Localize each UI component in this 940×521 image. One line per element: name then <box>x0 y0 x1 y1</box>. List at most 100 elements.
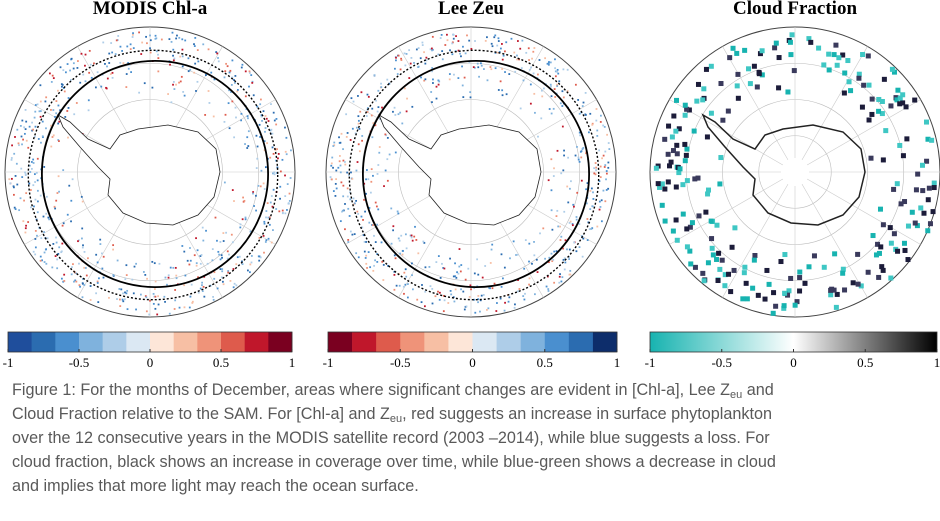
colorbar-tick-label: 0 <box>790 355 797 370</box>
speckle <box>330 162 333 165</box>
speckle <box>519 47 522 50</box>
speckle <box>343 161 346 163</box>
speckle <box>173 57 176 60</box>
speckle <box>357 213 360 215</box>
speckle <box>567 156 570 159</box>
speckle <box>173 308 176 310</box>
speckle <box>551 260 554 263</box>
speckle <box>50 145 53 148</box>
speckle <box>424 290 427 293</box>
speckle <box>673 217 679 223</box>
speckle <box>718 81 724 87</box>
speckle <box>531 262 533 265</box>
speckle <box>676 126 682 132</box>
speckle <box>415 239 418 241</box>
speckle <box>694 98 700 104</box>
speckle <box>913 187 919 193</box>
speckle <box>562 258 565 261</box>
speckle <box>54 115 56 118</box>
speckle <box>231 76 234 79</box>
speckle <box>145 35 147 38</box>
speckle <box>604 150 607 153</box>
speckle <box>272 229 274 232</box>
speckle <box>335 169 338 172</box>
speckle <box>172 59 175 62</box>
speckle <box>589 208 592 211</box>
speckle <box>584 113 587 116</box>
speckle <box>392 229 395 232</box>
speckle <box>546 62 549 65</box>
speckle <box>256 145 259 148</box>
speckle <box>56 258 59 261</box>
speckle <box>167 276 170 279</box>
speckle <box>377 208 380 211</box>
speckle <box>141 41 144 44</box>
speckle <box>592 198 595 200</box>
speckle <box>352 197 355 200</box>
speckle <box>23 126 26 129</box>
speckle <box>468 61 471 64</box>
speckle <box>62 280 65 283</box>
speckle <box>695 81 701 87</box>
speckle <box>742 264 748 270</box>
speckle <box>66 213 69 216</box>
speckle <box>719 257 725 263</box>
speckle <box>520 67 523 69</box>
speckle <box>180 75 183 78</box>
colorbar-cell <box>173 332 198 352</box>
speckle <box>99 238 102 241</box>
speckle <box>284 174 286 177</box>
speckle <box>131 36 134 38</box>
speckle <box>9 182 12 185</box>
speckle <box>357 115 360 118</box>
speckle <box>591 205 594 208</box>
caption-line: over the 12 consecutive years in the MOD… <box>12 426 937 450</box>
speckle <box>250 74 253 77</box>
speckle <box>83 250 86 253</box>
speckle <box>673 184 679 190</box>
speckle <box>366 107 369 109</box>
speckle <box>270 103 272 106</box>
speckle <box>81 227 84 230</box>
speckle <box>480 294 483 297</box>
speckle <box>36 157 39 160</box>
speckle <box>667 163 673 169</box>
speckle <box>265 216 267 219</box>
speckle <box>144 274 147 276</box>
speckle <box>240 66 243 69</box>
speckle <box>785 89 791 95</box>
speckle <box>23 132 26 135</box>
speckle <box>388 82 391 85</box>
speckle <box>828 287 834 293</box>
colorbar-cell <box>520 332 546 352</box>
speckle <box>397 54 400 57</box>
speckle <box>330 178 333 181</box>
speckle <box>518 288 521 290</box>
speckle <box>559 239 562 241</box>
speckle <box>344 203 346 205</box>
speckle <box>454 288 457 291</box>
speckle <box>888 103 894 109</box>
colorbar-cell <box>197 332 222 352</box>
speckle <box>750 285 756 291</box>
speckle <box>32 184 35 187</box>
speckle <box>380 82 382 85</box>
speckle <box>840 52 846 58</box>
speckle <box>46 237 49 240</box>
speckle <box>931 180 937 186</box>
speckle <box>102 255 105 258</box>
speckle <box>155 50 158 53</box>
speckle <box>346 187 349 190</box>
speckle <box>344 228 346 231</box>
speckle <box>781 305 787 311</box>
panel-title: Lee Zeu <box>438 0 504 19</box>
speckle <box>409 234 412 237</box>
speckle <box>528 68 531 71</box>
speckle <box>221 270 224 273</box>
caption: Figure 1: For the months of December, ar… <box>12 378 937 498</box>
speckle <box>149 39 152 42</box>
speckle <box>263 251 265 254</box>
speckle <box>575 216 578 218</box>
speckle <box>920 188 926 194</box>
speckle <box>367 178 370 181</box>
